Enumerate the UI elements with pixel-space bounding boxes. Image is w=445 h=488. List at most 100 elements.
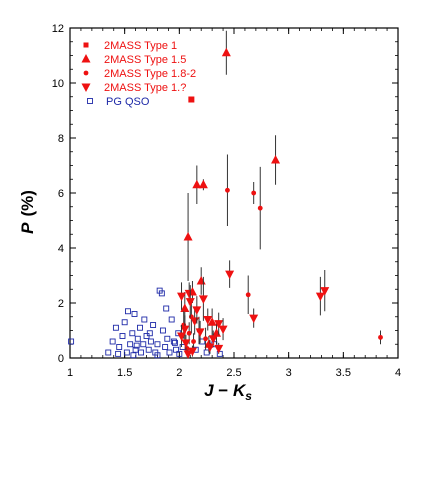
data-point — [127, 341, 134, 348]
data-point — [191, 339, 196, 344]
data-point — [196, 276, 206, 285]
data-point — [183, 350, 193, 359]
y-tick-label: 2 — [58, 298, 64, 310]
y-axis-variable: P — [18, 222, 37, 234]
x-axis-subscript: s — [245, 389, 252, 403]
legend-label: PG QSO — [106, 96, 150, 108]
data-point — [195, 328, 205, 337]
y-tick-label: 6 — [58, 188, 64, 200]
legend-marker — [81, 83, 91, 92]
legend-marker — [83, 42, 89, 48]
y-tick-label: 12 — [52, 23, 64, 35]
y-axis-title: P (%) — [18, 190, 37, 234]
data-point — [158, 290, 165, 297]
data-point — [177, 292, 187, 302]
legend-marker — [81, 54, 91, 63]
data-point — [168, 316, 175, 323]
data-point — [133, 342, 140, 349]
data-point — [192, 306, 202, 315]
data-point — [146, 330, 153, 337]
legend-label: 2MASS Type 1.? — [104, 82, 186, 94]
data-point — [154, 341, 161, 348]
legend-label: 2MASS Type 1 — [104, 40, 177, 52]
data-point — [225, 270, 235, 280]
data-point — [315, 292, 325, 302]
x-axis-var2: K — [233, 381, 247, 400]
data-point — [123, 349, 130, 356]
data-point — [173, 346, 180, 353]
data-point — [184, 289, 194, 299]
x-tick-label: 2 — [176, 367, 182, 379]
series-group — [68, 30, 383, 359]
data-point — [141, 316, 148, 323]
plot-frame-group: 1 1.5 2 2.5 3 3.5 4 0 2 4 6 8 10 12 — [52, 23, 401, 379]
legend-label: 2MASS Type 1.5 — [104, 54, 186, 66]
data-point — [129, 330, 136, 337]
data-point — [68, 338, 75, 345]
x-tick-label: 3.5 — [336, 367, 351, 379]
data-point — [150, 322, 157, 328]
data-point — [181, 339, 191, 348]
data-point — [225, 187, 230, 193]
series-2mass-type-1-8-2 — [181, 154, 383, 357]
data-point — [218, 325, 228, 335]
data-point — [112, 324, 119, 331]
data-point — [214, 344, 224, 354]
data-point — [183, 232, 193, 241]
data-point — [121, 319, 128, 326]
y-tick-label: 10 — [52, 78, 64, 90]
data-point — [187, 347, 197, 357]
x-tick-label: 1 — [67, 367, 73, 379]
data-point — [203, 316, 213, 325]
data-point — [180, 325, 190, 335]
data-point — [163, 305, 170, 312]
y-tick-label: 8 — [58, 133, 64, 145]
data-point — [162, 344, 169, 350]
data-point — [140, 341, 147, 348]
data-point — [130, 352, 137, 359]
data-point — [145, 346, 152, 353]
data-point — [137, 324, 143, 331]
data-point — [207, 317, 217, 326]
data-point — [188, 96, 195, 103]
data-point — [124, 308, 131, 315]
data-point — [170, 338, 177, 345]
data-point — [186, 330, 192, 336]
x-axis-operator: − — [214, 381, 233, 400]
data-point — [134, 335, 141, 342]
data-point — [116, 344, 123, 350]
data-point — [147, 338, 154, 345]
legend-marker — [83, 70, 89, 76]
data-point — [185, 298, 195, 307]
series-2mass-type-1- — [177, 260, 330, 359]
data-point — [216, 350, 223, 357]
x-axis-title: J − Ks — [204, 381, 252, 403]
data-point — [378, 334, 383, 340]
x-tick-label: 4 — [395, 367, 401, 379]
x-tick-label: 2.5 — [226, 367, 241, 379]
data-point — [251, 190, 257, 196]
y-tick-label: 0 — [58, 353, 64, 365]
data-point — [159, 327, 166, 334]
data-point — [132, 346, 139, 353]
data-point — [119, 333, 126, 339]
data-point — [208, 335, 218, 344]
data-point — [164, 335, 171, 342]
data-point — [205, 343, 215, 352]
data-point — [138, 349, 145, 356]
data-point — [166, 349, 173, 356]
data-point — [109, 338, 116, 345]
data-point — [179, 344, 186, 350]
data-point — [271, 155, 281, 164]
data-point — [198, 295, 208, 304]
data-point — [115, 350, 122, 357]
legend-marker — [87, 98, 93, 104]
data-point — [176, 350, 183, 357]
y-axis-unit: (%) — [18, 190, 37, 216]
legend-label: 2MASS Type 1.8-2 — [104, 68, 196, 80]
data-point — [105, 349, 112, 356]
data-point — [131, 311, 138, 317]
data-point — [154, 352, 161, 359]
data-point — [177, 332, 187, 341]
